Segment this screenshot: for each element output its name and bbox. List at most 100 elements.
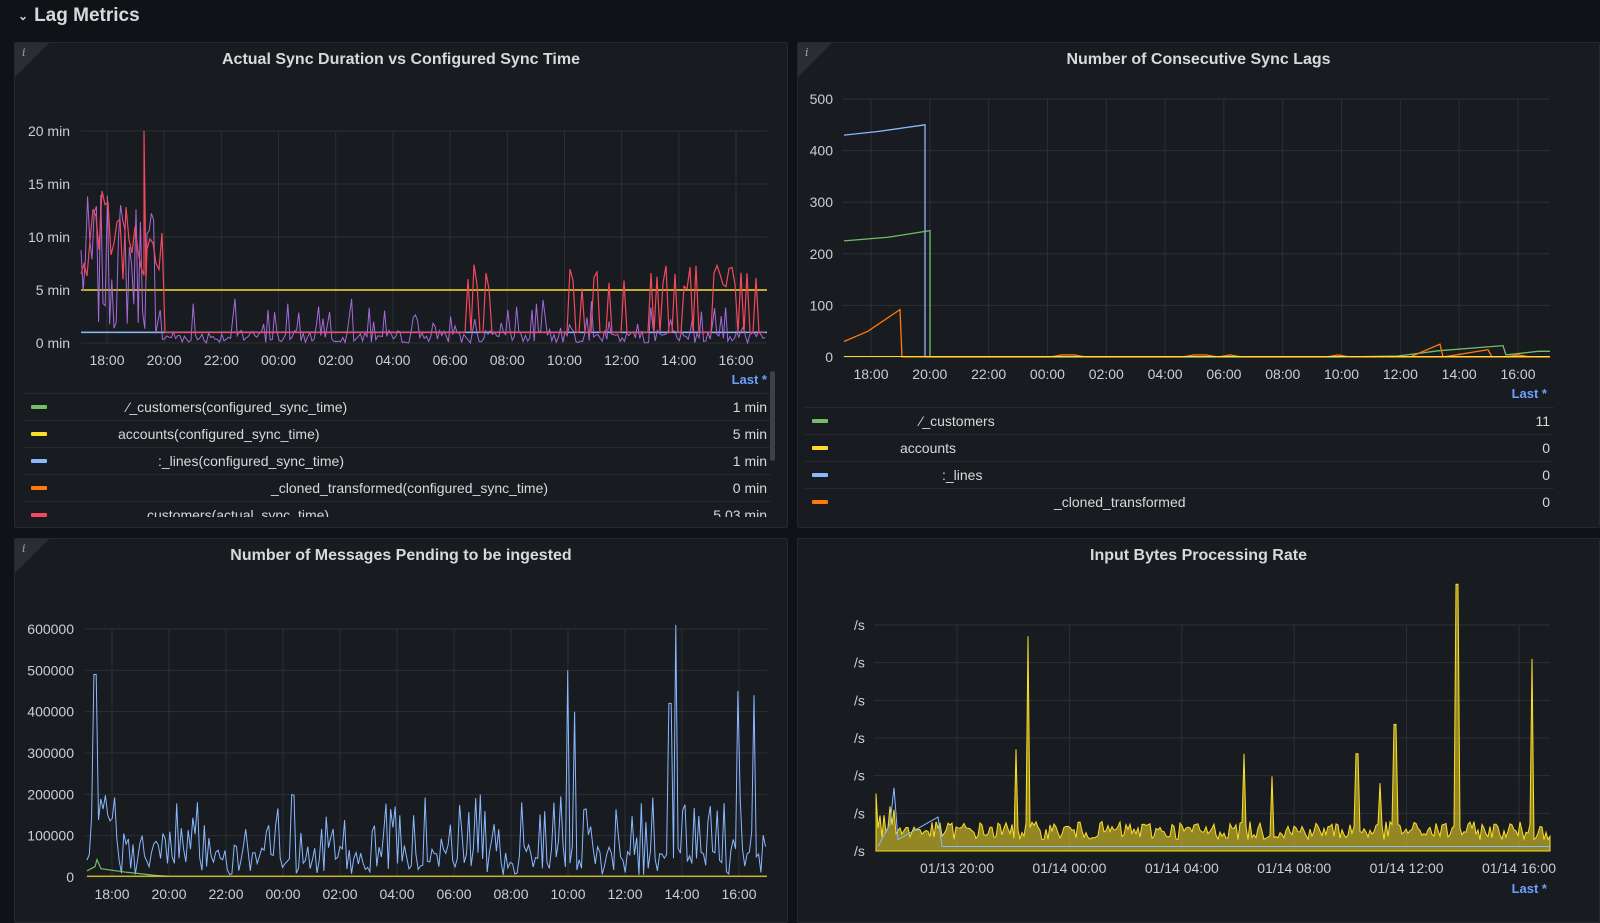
- legend-sort-last[interactable]: Last *: [1511, 881, 1547, 896]
- x-tick-label: 18:00: [89, 352, 124, 368]
- x-tick-label: 22:00: [208, 886, 243, 902]
- x-tick-label: 14:00: [661, 352, 696, 368]
- legend-series-name: ⁄_customers: [920, 413, 995, 429]
- legend-sync-duration: ⁄_customers(configured_sync_time) 1 min ac…: [23, 393, 771, 517]
- info-icon[interactable]: i: [805, 46, 809, 59]
- y-tick-label: 15 min: [28, 176, 70, 192]
- legend-color-swatch: [812, 473, 828, 477]
- x-tick-label: 06:00: [1206, 366, 1241, 382]
- panel-info-corner[interactable]: [798, 43, 832, 77]
- panel-title[interactable]: Number of Consecutive Sync Lags: [1066, 51, 1331, 68]
- legend-sort-last[interactable]: Last *: [731, 372, 767, 387]
- legend-series-name: ⁄_customers(configured_sync_time): [127, 399, 348, 415]
- chevron-down-icon[interactable]: ⌄: [18, 9, 29, 23]
- legend-color-swatch: [812, 446, 828, 450]
- y-tick-label: /s: [854, 692, 865, 708]
- x-tick-label: 02:00: [1089, 366, 1124, 382]
- x-tick-label: 01/14 12:00: [1370, 860, 1444, 876]
- legend-series-name: :_lines(configured_sync_time): [158, 453, 344, 469]
- x-tick-label: 02:00: [322, 886, 357, 902]
- legend-series-value: 11: [1535, 413, 1550, 429]
- x-tick-label: 06:00: [433, 352, 468, 368]
- legend-color-swatch: [31, 459, 47, 463]
- x-tick-label: 01/14 04:00: [1145, 860, 1219, 876]
- legend-series-name: _cloned_transformed: [1054, 494, 1186, 510]
- legend-item[interactable]: _cloned_transformed 0: [804, 488, 1554, 515]
- y-tick-label: 300: [810, 194, 834, 210]
- series-line-lines: [843, 124, 1550, 358]
- panel-sync-duration[interactable]: i Actual Sync Duration vs Configured Syn…: [14, 42, 788, 528]
- legend-series-name: _cloned_transformed(configured_sync_time…: [271, 480, 549, 496]
- legend-item[interactable]: ⁄_customers(configured_sync_time) 1 min: [23, 393, 771, 420]
- x-tick-label: 12:00: [607, 886, 642, 902]
- x-tick-label: 08:00: [493, 886, 528, 902]
- legend-color-swatch: [812, 500, 828, 504]
- y-tick-label: 0: [825, 349, 833, 365]
- panel-info-corner[interactable]: [15, 43, 49, 77]
- panel-input-bytes[interactable]: Input Bytes Processing Rate /s/s/s/s/s/s…: [797, 538, 1600, 923]
- x-tick-label: 22:00: [971, 366, 1006, 382]
- series-line-pending-blue: [86, 624, 766, 876]
- x-tick-label: 00:00: [261, 352, 296, 368]
- info-icon[interactable]: i: [22, 542, 26, 555]
- panel-info-corner[interactable]: [15, 539, 49, 573]
- panel-title[interactable]: Actual Sync Duration vs Configured Sync …: [222, 51, 580, 68]
- y-tick-label: /s: [854, 655, 865, 671]
- y-tick-label: 400: [810, 143, 834, 159]
- x-tick-label: 20:00: [151, 886, 186, 902]
- x-tick-label: 00:00: [1030, 366, 1065, 382]
- y-tick-label: 20 min: [28, 123, 70, 139]
- legend-series-value: 0: [1542, 467, 1550, 483]
- panel-title[interactable]: Input Bytes Processing Rate: [1090, 547, 1307, 564]
- panel-consecutive-lags[interactable]: i Number of Consecutive Sync Lags 0 100 20…: [797, 42, 1600, 528]
- series-line-input-bytes-blue: [877, 787, 1550, 847]
- y-tick-label: 300000: [27, 745, 74, 761]
- x-tick-label: 04:00: [379, 886, 414, 902]
- legend-series-name: customers(actual_sync_time): [147, 507, 330, 517]
- x-tick-label: 01/13 20:00: [920, 860, 994, 876]
- legend-consecutive-lags: ⁄_customers 11 accounts 0:_lines 0 _cloned_tr…: [804, 407, 1554, 519]
- x-tick-label: 04:00: [1148, 366, 1183, 382]
- row-header-lag-metrics[interactable]: ⌄ Lag Metrics: [18, 2, 140, 30]
- legend-item[interactable]: customers(actual_sync_time) 5.03 min: [23, 501, 771, 517]
- x-tick-label: 22:00: [204, 352, 239, 368]
- y-tick-label: 400000: [27, 704, 74, 720]
- legend-series-value: 5.03 min: [713, 507, 767, 517]
- x-tick-label: 02:00: [318, 352, 353, 368]
- panel-pending-messages[interactable]: i Number of Messages Pending to be inges…: [14, 538, 788, 923]
- legend-series-name: accounts: [900, 440, 957, 456]
- legend-item[interactable]: ⁄_customers 11: [804, 407, 1554, 434]
- x-tick-label: 14:00: [1442, 366, 1477, 382]
- legend-item[interactable]: _cloned_transformed(configured_sync_time…: [23, 474, 771, 501]
- y-tick-label: /s: [854, 805, 865, 821]
- info-icon[interactable]: i: [22, 46, 26, 59]
- x-tick-label: 08:00: [490, 352, 525, 368]
- panel-title[interactable]: Number of Messages Pending to be ingeste…: [230, 547, 572, 564]
- legend-item[interactable]: :_lines(configured_sync_time) 1 min: [23, 447, 771, 474]
- chart-input-bytes: /s/s/s/s/s/s/s 01/13 20:00 01/14 00:00 01/1…: [854, 583, 1556, 876]
- x-tick-label: 01/14 00:00: [1032, 860, 1106, 876]
- legend-item[interactable]: accounts 0: [804, 434, 1554, 461]
- row-title: Lag Metrics: [34, 5, 140, 26]
- y-tick-label: 5 min: [36, 282, 70, 298]
- x-tick-label: 10:00: [547, 352, 582, 368]
- legend-item[interactable]: :_lines 0: [804, 461, 1554, 488]
- legend-series-value: 1 min: [732, 399, 767, 415]
- chart-pending-messages: 0 100000 200000 300000 400000 500000 600000 18:…: [27, 621, 767, 902]
- legend-series-value: 1 min: [732, 453, 767, 469]
- x-tick-label: 16:00: [718, 352, 753, 368]
- legend-series-value: 0: [1542, 440, 1550, 456]
- y-tick-label: 100: [810, 297, 834, 313]
- x-tick-label: 16:00: [1500, 366, 1535, 382]
- y-tick-label: /s: [854, 768, 865, 784]
- y-tick-label: /s: [854, 843, 865, 859]
- legend-color-swatch: [31, 432, 47, 436]
- x-tick-label: 04:00: [375, 352, 410, 368]
- y-tick-label: 10 min: [28, 229, 70, 245]
- legend-sort-last[interactable]: Last *: [1511, 386, 1547, 401]
- legend-scrollbar[interactable]: [770, 371, 775, 461]
- x-tick-label: 18:00: [94, 886, 129, 902]
- y-tick-label: 200: [810, 246, 834, 262]
- series-area-input-bytes: [875, 583, 1551, 852]
- legend-item[interactable]: accounts(configured_sync_time) 5 min: [23, 420, 771, 447]
